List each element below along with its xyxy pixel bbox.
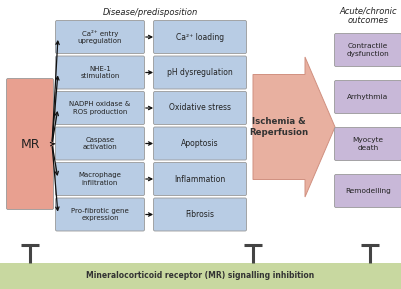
Text: pH dysregulation: pH dysregulation: [167, 68, 233, 77]
Text: Macrophage
infiltration: Macrophage infiltration: [79, 172, 122, 186]
Text: Disease/predisposition: Disease/predisposition: [102, 8, 198, 17]
Text: Ca²⁺ entry
upregulation: Ca²⁺ entry upregulation: [78, 30, 122, 44]
FancyBboxPatch shape: [334, 127, 401, 160]
Text: Myocyte
death: Myocyte death: [352, 137, 383, 151]
FancyBboxPatch shape: [334, 81, 401, 114]
Bar: [0, 263, 401, 289]
FancyBboxPatch shape: [154, 92, 247, 125]
Text: Fibrosis: Fibrosis: [186, 210, 215, 219]
Text: Contractile
dysfunction: Contractile dysfunction: [346, 43, 389, 57]
FancyBboxPatch shape: [55, 21, 144, 53]
FancyBboxPatch shape: [334, 175, 401, 208]
Text: Inflammation: Inflammation: [174, 175, 226, 184]
Text: Caspase
activation: Caspase activation: [83, 137, 117, 150]
Text: MR: MR: [20, 138, 40, 151]
Text: Ischemia &
Reperfusion: Ischemia & Reperfusion: [249, 117, 308, 137]
FancyBboxPatch shape: [55, 92, 144, 125]
FancyBboxPatch shape: [6, 79, 53, 210]
FancyBboxPatch shape: [334, 34, 401, 66]
FancyBboxPatch shape: [154, 21, 247, 53]
FancyBboxPatch shape: [154, 162, 247, 195]
Text: Mineralocorticoid receptor (MR) signalling inhibition: Mineralocorticoid receptor (MR) signalli…: [86, 271, 314, 281]
Text: Remodelling: Remodelling: [345, 188, 391, 194]
Text: Acute/chronic
outcomes: Acute/chronic outcomes: [339, 6, 397, 25]
Text: Pro-fibrotic gene
expression: Pro-fibrotic gene expression: [71, 208, 129, 221]
Text: Oxidative stress: Oxidative stress: [169, 103, 231, 112]
Text: NADPH oxidase &
ROS production: NADPH oxidase & ROS production: [69, 101, 131, 115]
FancyBboxPatch shape: [154, 198, 247, 231]
FancyBboxPatch shape: [154, 127, 247, 160]
FancyBboxPatch shape: [154, 56, 247, 89]
FancyBboxPatch shape: [55, 127, 144, 160]
Text: Ca²⁺ loading: Ca²⁺ loading: [176, 32, 224, 42]
Text: Arrhythmia: Arrhythmia: [347, 94, 389, 100]
Text: Apoptosis: Apoptosis: [181, 139, 219, 148]
Text: NHE-1
stimulation: NHE-1 stimulation: [80, 66, 119, 79]
Polygon shape: [253, 57, 335, 197]
FancyBboxPatch shape: [55, 56, 144, 89]
FancyBboxPatch shape: [55, 198, 144, 231]
FancyBboxPatch shape: [55, 162, 144, 195]
